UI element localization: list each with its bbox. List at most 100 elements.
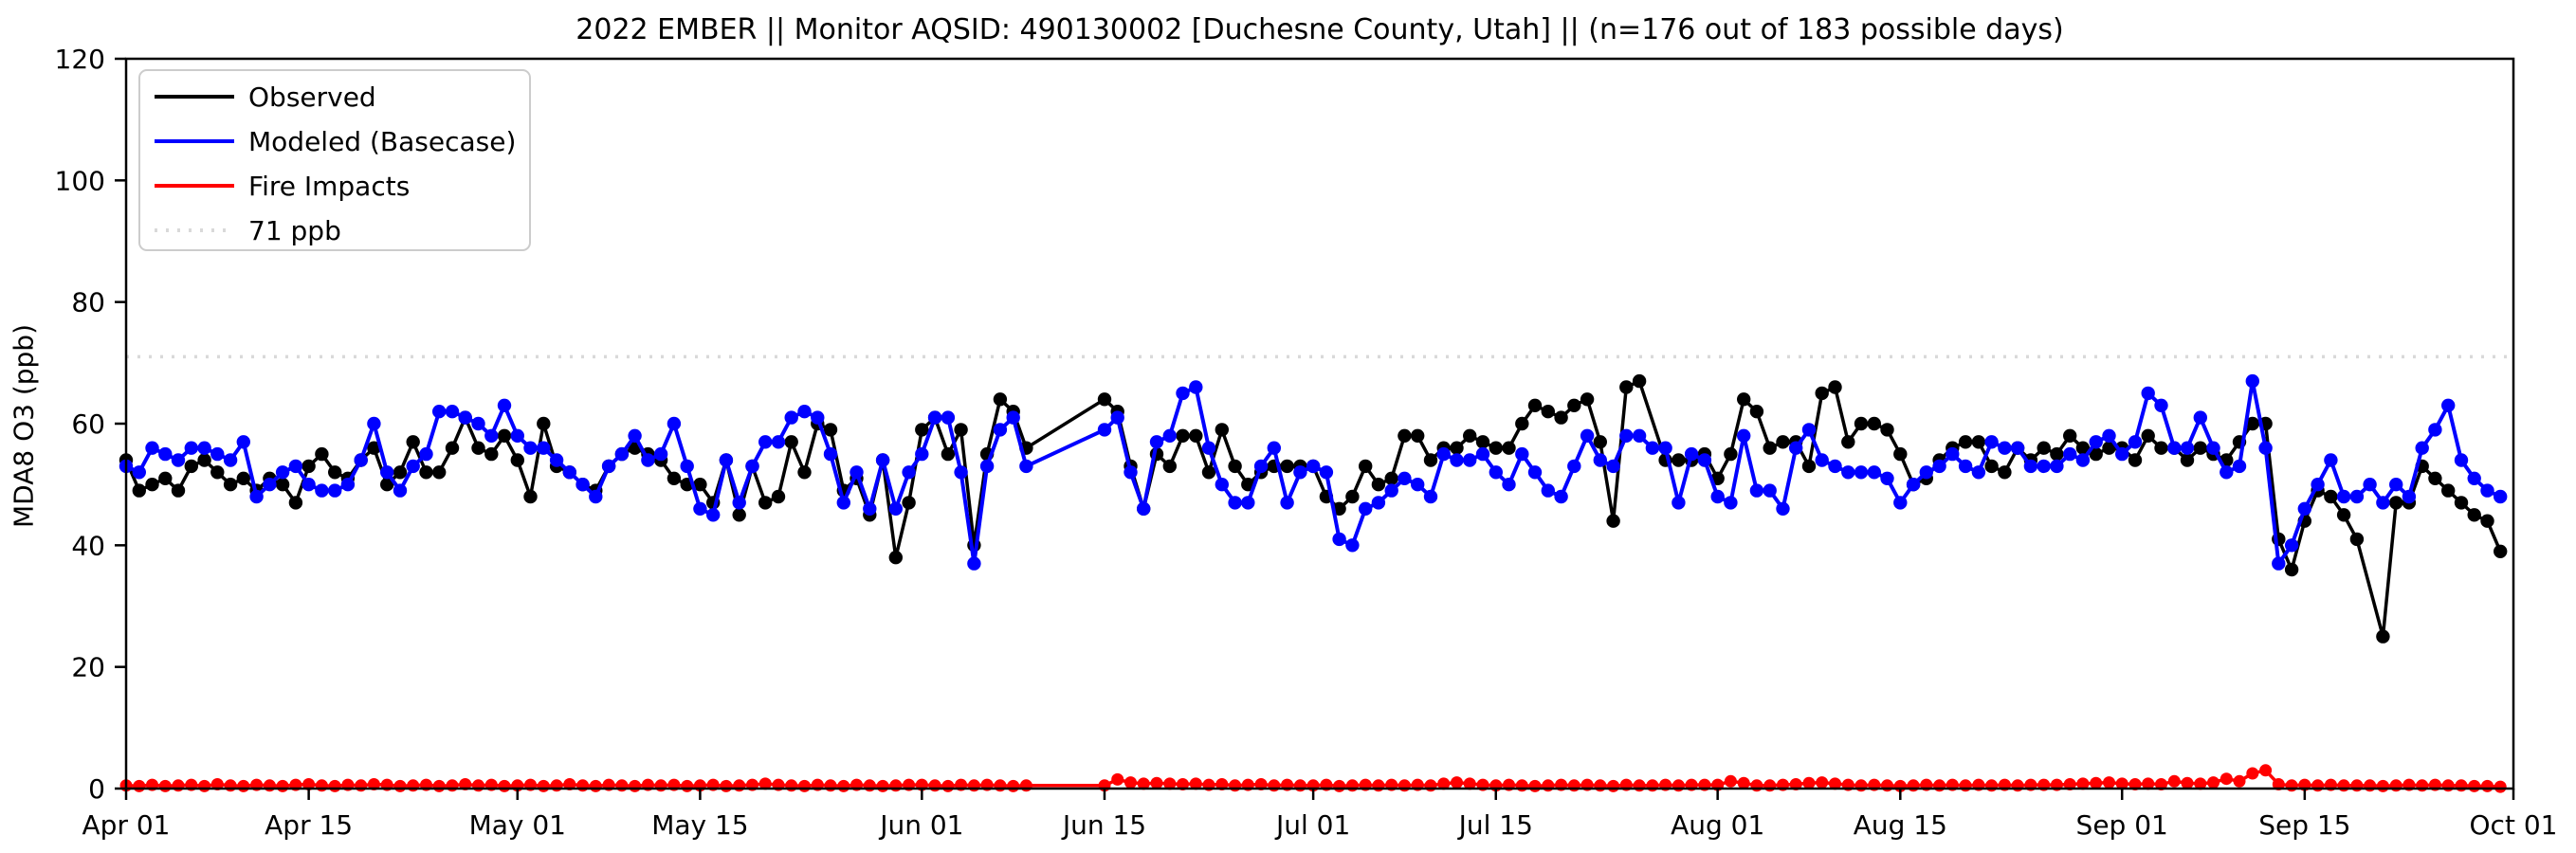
data-point bbox=[2154, 398, 2168, 412]
data-point bbox=[2154, 441, 2168, 455]
data-point bbox=[2075, 453, 2091, 467]
data-point bbox=[484, 428, 499, 443]
data-point bbox=[1528, 779, 1542, 792]
data-point bbox=[523, 489, 538, 504]
data-point bbox=[263, 779, 276, 792]
data-point bbox=[1854, 779, 1868, 792]
data-point bbox=[693, 501, 707, 516]
data-point bbox=[2349, 489, 2365, 504]
data-point bbox=[133, 779, 146, 792]
data-point bbox=[1789, 441, 1803, 455]
data-point bbox=[823, 446, 838, 462]
data-point bbox=[2364, 779, 2377, 792]
data-point bbox=[1176, 386, 1190, 401]
data-point bbox=[249, 489, 264, 504]
data-point bbox=[797, 465, 812, 480]
data-point bbox=[2220, 772, 2233, 786]
data-point bbox=[2010, 441, 2025, 455]
legend-box bbox=[138, 69, 531, 251]
data-point bbox=[471, 441, 485, 455]
data-point bbox=[915, 423, 929, 437]
y-tick-label: 120 bbox=[55, 44, 105, 75]
data-point bbox=[1998, 441, 2012, 455]
data-point bbox=[732, 508, 746, 522]
data-point bbox=[1137, 501, 1151, 516]
data-point bbox=[1684, 446, 1699, 462]
data-point bbox=[1451, 776, 1463, 789]
y-tick-label: 20 bbox=[71, 652, 105, 683]
data-point bbox=[1228, 459, 1242, 474]
data-point bbox=[2089, 435, 2103, 449]
data-point bbox=[629, 779, 642, 792]
data-point bbox=[653, 446, 668, 462]
data-point bbox=[2454, 453, 2469, 467]
data-point bbox=[1515, 446, 1529, 462]
data-point bbox=[1580, 428, 1595, 443]
data-point bbox=[1384, 471, 1398, 485]
data-point bbox=[1019, 779, 1032, 792]
data-point bbox=[132, 465, 146, 480]
data-point bbox=[1110, 410, 1124, 425]
data-point bbox=[1580, 392, 1595, 407]
data-point bbox=[1345, 779, 1359, 792]
legend-label-fire-impacts: Fire Impacts bbox=[248, 171, 410, 202]
data-point bbox=[472, 779, 484, 792]
data-point bbox=[275, 478, 290, 492]
data-point bbox=[785, 779, 798, 792]
data-point bbox=[1672, 496, 1686, 510]
data-point bbox=[1515, 779, 1528, 792]
data-point bbox=[1450, 453, 1464, 467]
data-point bbox=[197, 441, 211, 455]
data-point bbox=[1606, 459, 1620, 474]
data-point bbox=[275, 465, 290, 480]
data-point bbox=[811, 410, 825, 425]
data-point bbox=[1802, 776, 1816, 789]
data-point bbox=[1881, 779, 1893, 792]
data-point bbox=[1801, 423, 1817, 437]
x-tick-label: Jun 15 bbox=[1061, 809, 1146, 841]
data-point bbox=[380, 478, 394, 492]
x-tick-label: Sep 01 bbox=[2076, 809, 2168, 841]
data-point bbox=[2336, 489, 2351, 504]
data-point bbox=[1985, 779, 1999, 792]
data-point bbox=[315, 483, 329, 498]
data-point bbox=[301, 478, 316, 492]
data-point bbox=[236, 471, 250, 485]
legend-label-71-ppb: 71 ppb bbox=[248, 215, 341, 246]
y-tick-label: 40 bbox=[71, 530, 105, 561]
data-point bbox=[2389, 478, 2403, 492]
data-point bbox=[1542, 779, 1555, 792]
data-point bbox=[902, 465, 916, 480]
data-point bbox=[941, 410, 956, 425]
data-point bbox=[446, 779, 459, 792]
data-point bbox=[2194, 777, 2207, 790]
data-point bbox=[654, 779, 667, 792]
data-point bbox=[1998, 465, 2012, 480]
data-point bbox=[393, 465, 408, 480]
data-point bbox=[2233, 774, 2246, 788]
data-point bbox=[2128, 453, 2143, 467]
x-tick-label: Aug 15 bbox=[1854, 809, 1947, 841]
data-point bbox=[1527, 398, 1543, 412]
data-point bbox=[393, 779, 407, 792]
data-point bbox=[733, 779, 746, 792]
y-tick-label: 60 bbox=[71, 408, 105, 440]
data-point bbox=[1593, 435, 1608, 449]
data-point bbox=[432, 465, 447, 480]
data-point bbox=[1828, 459, 1842, 474]
data-point bbox=[2336, 508, 2351, 522]
x-tick-label: Oct 01 bbox=[2470, 809, 2558, 841]
data-point bbox=[1816, 776, 1829, 789]
data-point bbox=[1737, 428, 1751, 443]
data-point bbox=[1229, 779, 1242, 792]
data-point bbox=[758, 435, 773, 449]
data-point bbox=[1176, 428, 1190, 443]
data-point bbox=[1475, 446, 1490, 462]
data-point bbox=[2167, 774, 2181, 788]
data-point bbox=[1619, 428, 1634, 443]
data-point bbox=[1749, 483, 1764, 498]
data-point bbox=[2415, 441, 2429, 455]
data-point bbox=[2207, 776, 2220, 789]
data-point bbox=[2090, 776, 2103, 789]
data-point bbox=[2259, 764, 2273, 777]
